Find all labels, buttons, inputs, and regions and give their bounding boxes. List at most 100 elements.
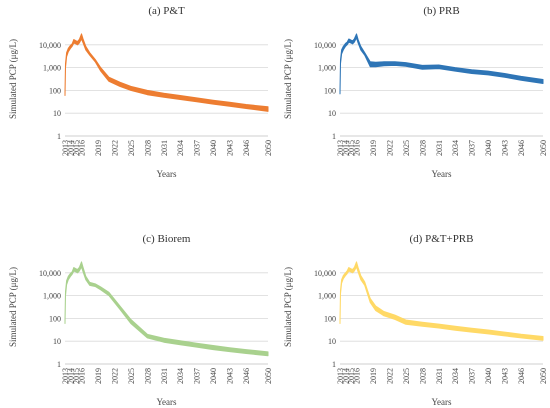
x-tick-label: 2031 (160, 140, 169, 156)
y-tick-label: 1,000 (318, 292, 336, 301)
y-tick-label: 100 (324, 86, 336, 95)
series-band (64, 261, 269, 357)
x-tick-label: 2019 (94, 140, 103, 156)
x-tick-label: 2015 (347, 140, 356, 156)
x-tick-label: 2025 (127, 140, 136, 156)
x-tick-label: 2043 (226, 368, 235, 384)
y-tick-label: 1 (57, 360, 61, 369)
y-tick-label: 1 (332, 132, 336, 141)
x-tick-label: 2015 (72, 368, 81, 384)
y-tick-label: 1 (57, 132, 61, 141)
y-tick-label: 10,000 (39, 269, 61, 278)
y-axis-label: Simulated PCP (μg/L) (283, 39, 293, 119)
x-tick-label: 2019 (369, 368, 378, 384)
x-tick-label: 2022 (385, 140, 394, 156)
y-tick-label: 10 (328, 109, 336, 118)
x-axis-label: Years (156, 169, 177, 179)
x-tick-label: 2037 (468, 140, 477, 156)
x-tick-label: 2015 (72, 140, 81, 156)
y-tick-label: 1,000 (43, 64, 61, 73)
x-tick-label: 2046 (242, 368, 251, 384)
x-tick-label: 2043 (501, 140, 510, 156)
x-tick-label: 2046 (517, 140, 526, 156)
y-tick-label: 100 (324, 314, 336, 323)
x-tick-label: 2014 (341, 140, 350, 156)
y-tick-label: 10,000 (39, 41, 61, 50)
series-band (339, 261, 544, 341)
x-tick-label: 2016 (352, 140, 361, 156)
x-tick-label: 2050 (264, 368, 273, 384)
panel-title: (a) P&T (148, 5, 185, 17)
x-axis-label: Years (431, 397, 452, 407)
x-tick-label: 2034 (176, 140, 185, 156)
x-tick-label: 2028 (418, 140, 427, 156)
x-tick-label: 2050 (539, 140, 548, 156)
y-axis-label: Simulated PCP (μg/L) (8, 39, 18, 119)
x-tick-label: 2028 (143, 368, 152, 384)
x-tick-label: 2034 (451, 368, 460, 384)
panel-title: (b) PRB (423, 5, 459, 17)
x-tick-label: 2022 (110, 368, 119, 384)
x-tick-label: 2015 (347, 368, 356, 384)
x-tick-label: 2031 (435, 140, 444, 156)
panel-title: (c) Biorem (143, 233, 191, 245)
x-tick-label: 2046 (242, 140, 251, 156)
y-axis-label: Simulated PCP (μg/L) (283, 267, 293, 347)
x-tick-label: 2019 (94, 368, 103, 384)
x-tick-label: 2040 (209, 140, 218, 156)
x-tick-label: 2014 (66, 368, 75, 384)
y-tick-label: 1 (332, 360, 336, 369)
y-tick-label: 100 (49, 86, 61, 95)
x-tick-label: 2013 (61, 140, 70, 156)
chart-panel: (d) P&T+PRB 1 10 100 1,000 10,000 201320142015… (283, 233, 548, 407)
x-tick-label: 2019 (369, 140, 378, 156)
x-tick-label: 2028 (418, 368, 427, 384)
x-tick-label: 2028 (143, 140, 152, 156)
chart-panel: (a) P&T 1 10 100 1,000 10,000 2013201420152016… (8, 5, 273, 179)
x-tick-label: 2040 (484, 368, 493, 384)
x-tick-label: 2025 (127, 368, 136, 384)
y-tick-label: 10 (328, 337, 336, 346)
x-tick-label: 2025 (402, 140, 411, 156)
chart-panel: (c) Biorem1101001,00010,0002013201420152… (8, 233, 273, 407)
x-tick-label: 2034 (176, 368, 185, 384)
x-tick-label: 2046 (517, 368, 526, 384)
x-tick-label: 2013 (336, 368, 345, 384)
x-tick-label: 2031 (160, 368, 169, 384)
x-tick-label: 2037 (468, 368, 477, 384)
series-band (339, 33, 544, 95)
x-tick-label: 2014 (341, 368, 350, 384)
x-tick-label: 2022 (385, 368, 394, 384)
x-tick-label: 2025 (402, 368, 411, 384)
x-tick-label: 2050 (539, 368, 548, 384)
x-tick-label: 2013 (61, 368, 70, 384)
x-tick-label: 2016 (352, 368, 361, 384)
y-tick-label: 100 (49, 314, 61, 323)
y-tick-label: 10 (53, 337, 61, 346)
x-axis-label: Years (156, 397, 177, 407)
y-tick-label: 1,000 (43, 292, 61, 301)
y-axis-label: Simulated PCP (μg/L) (8, 267, 18, 347)
x-tick-label: 2043 (226, 140, 235, 156)
x-tick-label: 2050 (264, 140, 273, 156)
x-tick-label: 2037 (193, 140, 202, 156)
y-tick-label: 1,000 (318, 64, 336, 73)
x-tick-label: 2031 (435, 368, 444, 384)
y-tick-label: 10,000 (314, 41, 336, 50)
x-tick-label: 2034 (451, 140, 460, 156)
chart-panel: (b) PRB 1 10 100 1,000 10,000 2013201420152016… (283, 5, 548, 179)
x-tick-label: 2016 (77, 368, 86, 384)
x-tick-label: 2040 (209, 368, 218, 384)
x-axis-label: Years (431, 169, 452, 179)
series-band (64, 33, 269, 112)
x-tick-label: 2022 (110, 140, 119, 156)
x-tick-label: 2016 (77, 140, 86, 156)
x-tick-label: 2040 (484, 140, 493, 156)
x-tick-label: 2043 (501, 368, 510, 384)
x-tick-label: 2013 (336, 140, 345, 156)
x-tick-label: 2037 (193, 368, 202, 384)
y-tick-label: 10 (53, 109, 61, 118)
panel-title: (d) P&T+PRB (410, 233, 474, 245)
x-tick-label: 2014 (66, 140, 75, 156)
